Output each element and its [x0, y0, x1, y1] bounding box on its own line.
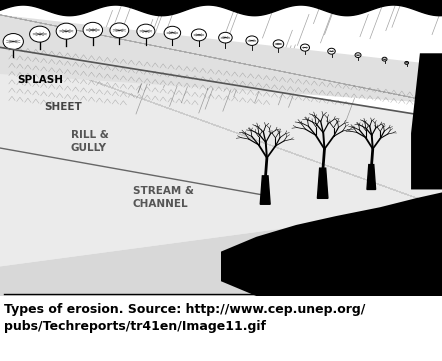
Text: SPLASH: SPLASH — [18, 75, 64, 85]
Ellipse shape — [164, 26, 181, 39]
Text: STREAM &
CHANNEL: STREAM & CHANNEL — [133, 186, 194, 209]
Text: Types of erosion. Source: http://www.cep.unep.org/
pubs/Techreports/tr41en/Image: Types of erosion. Source: http://www.cep… — [4, 303, 366, 332]
Ellipse shape — [30, 26, 50, 42]
Ellipse shape — [219, 32, 232, 43]
Ellipse shape — [301, 44, 309, 51]
Ellipse shape — [405, 61, 408, 64]
Ellipse shape — [110, 23, 129, 38]
Text: SHEET: SHEET — [44, 101, 82, 112]
Ellipse shape — [191, 29, 206, 41]
Polygon shape — [317, 168, 328, 198]
Ellipse shape — [137, 24, 155, 38]
Polygon shape — [411, 53, 442, 190]
Polygon shape — [367, 165, 376, 190]
Polygon shape — [0, 47, 442, 266]
Ellipse shape — [83, 22, 103, 38]
Ellipse shape — [355, 53, 361, 57]
Ellipse shape — [382, 57, 387, 61]
Ellipse shape — [273, 40, 284, 48]
Polygon shape — [0, 15, 442, 104]
Ellipse shape — [56, 23, 76, 39]
Text: RILL &
GULLY: RILL & GULLY — [71, 130, 108, 153]
Ellipse shape — [246, 36, 258, 45]
Polygon shape — [221, 192, 442, 296]
Polygon shape — [0, 207, 442, 296]
Ellipse shape — [3, 34, 23, 49]
Polygon shape — [260, 176, 270, 204]
Ellipse shape — [328, 48, 335, 54]
